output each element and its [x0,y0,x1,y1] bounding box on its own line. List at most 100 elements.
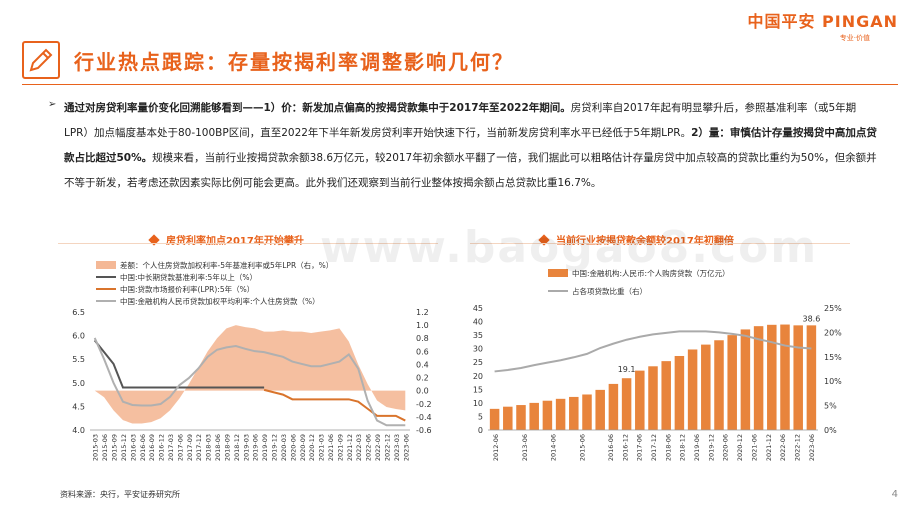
title-underline [22,84,898,85]
y-right-tick: -0.4 [416,413,432,422]
y-right-tick: 10% [824,377,842,386]
bar [648,366,658,430]
y-left-tick: 30 [473,345,483,354]
y-left-tick: 15 [473,385,483,394]
x-tick-label: 2016-09 [148,434,156,461]
brand-name: 中国平安 PINGAN [747,12,898,31]
x-tick-label: 2020-12 [308,434,316,461]
watermark: www.baogao8.com [320,222,819,273]
bar [569,396,579,430]
x-tick-label: 2018-12 [233,434,241,461]
y-right-tick: 5% [824,402,837,411]
x-tick-label: 2020-06 [722,434,730,461]
x-tick-label: 2020-06 [289,434,297,461]
x-tick-label: 2019-06 [693,434,701,461]
x-tick-label: 2018-06 [214,434,222,461]
y-right-tick: 25% [824,304,842,313]
x-tick-label: 2015-06 [578,434,586,461]
x-tick-label: 2017-06 [636,434,644,461]
bar [635,370,645,430]
data-label: 38.6 [802,314,820,323]
title-bar: 行业热点跟踪：存量按揭利率调整影响几何？ [22,40,514,80]
y-left-tick: 6.5 [72,308,85,317]
series-line-2 [263,388,406,422]
bar [714,340,724,430]
bar [621,378,632,430]
y-left-tick: 4.5 [72,402,85,411]
y-right-tick: 0.0 [416,387,429,396]
x-tick-label: 2019-03 [242,434,250,461]
bar [806,325,817,430]
bar [780,324,790,430]
point-one-heading: 通过对房贷利率量价变化回溯能够看到——1）价：新发加点偏高的按揭贷款集中于201… [64,102,571,114]
x-tick-label: 2022-06 [365,434,373,461]
x-tick-label: 2017-06 [176,434,184,461]
page-title: 行业热点跟踪：存量按揭利率调整影响几何？ [74,49,514,74]
x-tick-label: 2019-12 [271,434,279,461]
x-tick-label: 2020-09 [299,434,307,461]
ratio-line [494,330,812,373]
x-tick-label: 2015-03 [92,434,100,461]
y-left-tick: 20 [473,372,483,381]
y-left-tick: 40 [473,318,483,327]
x-tick-label: 2017-12 [650,434,658,461]
bar [516,405,526,430]
source-note: 资料来源：央行，平安证券研究所 [60,490,180,499]
x-tick-label: 2023-06 [402,434,410,461]
bar [489,408,500,430]
y-right-tick: 0.2 [416,374,429,383]
legend-label: 差额：个人住房贷款加权利率-5年基准利率或5年LPR（右，%） [120,260,333,270]
left-chart-title: 房贷利率加点2017年开始攀升 [148,232,430,247]
y-left-tick: 6.0 [72,332,85,341]
x-tick-label: 2021-06 [750,434,758,461]
x-tick-label: 2023-06 [808,434,816,461]
left-chart-title-text: 房贷利率加点2017年开始攀升 [166,236,304,247]
y-left-tick: 4.0 [72,426,85,435]
bar [767,324,777,430]
data-label: 19.1 [618,365,636,374]
x-tick-label: 2017-12 [195,434,203,461]
bar [582,394,592,430]
bar [727,335,737,430]
point-two-heading: 2）量：审慎估计存量按揭贷中高加点贷款占比超过50%。 [64,127,877,164]
y-left-tick: 5.0 [72,379,85,388]
x-tick-label: 2018-06 [664,434,672,461]
left-chart-divider [58,243,438,244]
legend-label: 中国:贷款市场报价利率(LPR):5年（%） [120,284,254,294]
legend-swatch [96,261,116,269]
x-tick-label: 2022-12 [793,434,801,461]
bar [542,400,553,430]
rate-chart: 差额：个人住房贷款加权利率-5年基准利率或5年LPR（右，%） 中国:中长期贷款基… [72,260,432,461]
bar [740,329,751,430]
x-tick-label: 2021-09 [336,434,344,461]
bar [753,326,764,430]
bar [701,344,711,430]
x-tick-label: 2022-06 [779,434,787,461]
x-tick-label: 2019-06 [252,434,260,461]
bar [674,355,685,430]
bar [608,383,619,430]
spread-area [94,325,406,424]
x-tick-label: 2015-12 [120,434,128,461]
y-left-tick: 35 [473,331,483,340]
x-tick-label: 2013-06 [521,434,529,461]
y-right-tick: 0.4 [416,360,429,369]
bar [503,406,513,430]
x-tick-label: 2019-09 [261,434,269,461]
x-tick-label: 2018-09 [223,434,231,461]
brand-logo: 中国平安 PINGAN 专业·价值 [738,8,898,42]
mortgage-balance-chart: 中国:金融机构:人民币:个人购房贷款（万亿元） 占各项贷款比重（右） 19.1 38.… [473,268,842,461]
y-left-tick: 10 [473,399,483,408]
x-tick-label: 2016-06 [139,434,147,461]
y-right-tick: -0.6 [416,426,432,435]
right-chart-title: 当前行业按揭贷款余额较2017年初翻倍 [538,232,840,247]
y-right-tick: 0.8 [416,334,429,343]
legend-label: 中国:金融机构:人民币:个人购房贷款（万亿元） [572,268,730,278]
body-paragraph: 通过对房贷利率量价变化回溯能够看到——1）价：新发加点偏高的按揭贷款集中于201… [64,96,880,196]
y-left-tick: 45 [473,304,483,313]
x-tick-label: 2017-03 [167,434,175,461]
x-tick-label: 2021-12 [346,434,354,461]
legend-label: 占各项贷款比重（右） [572,286,647,296]
y-right-tick: -0.2 [416,400,432,409]
y-right-tick: 20% [824,328,842,337]
